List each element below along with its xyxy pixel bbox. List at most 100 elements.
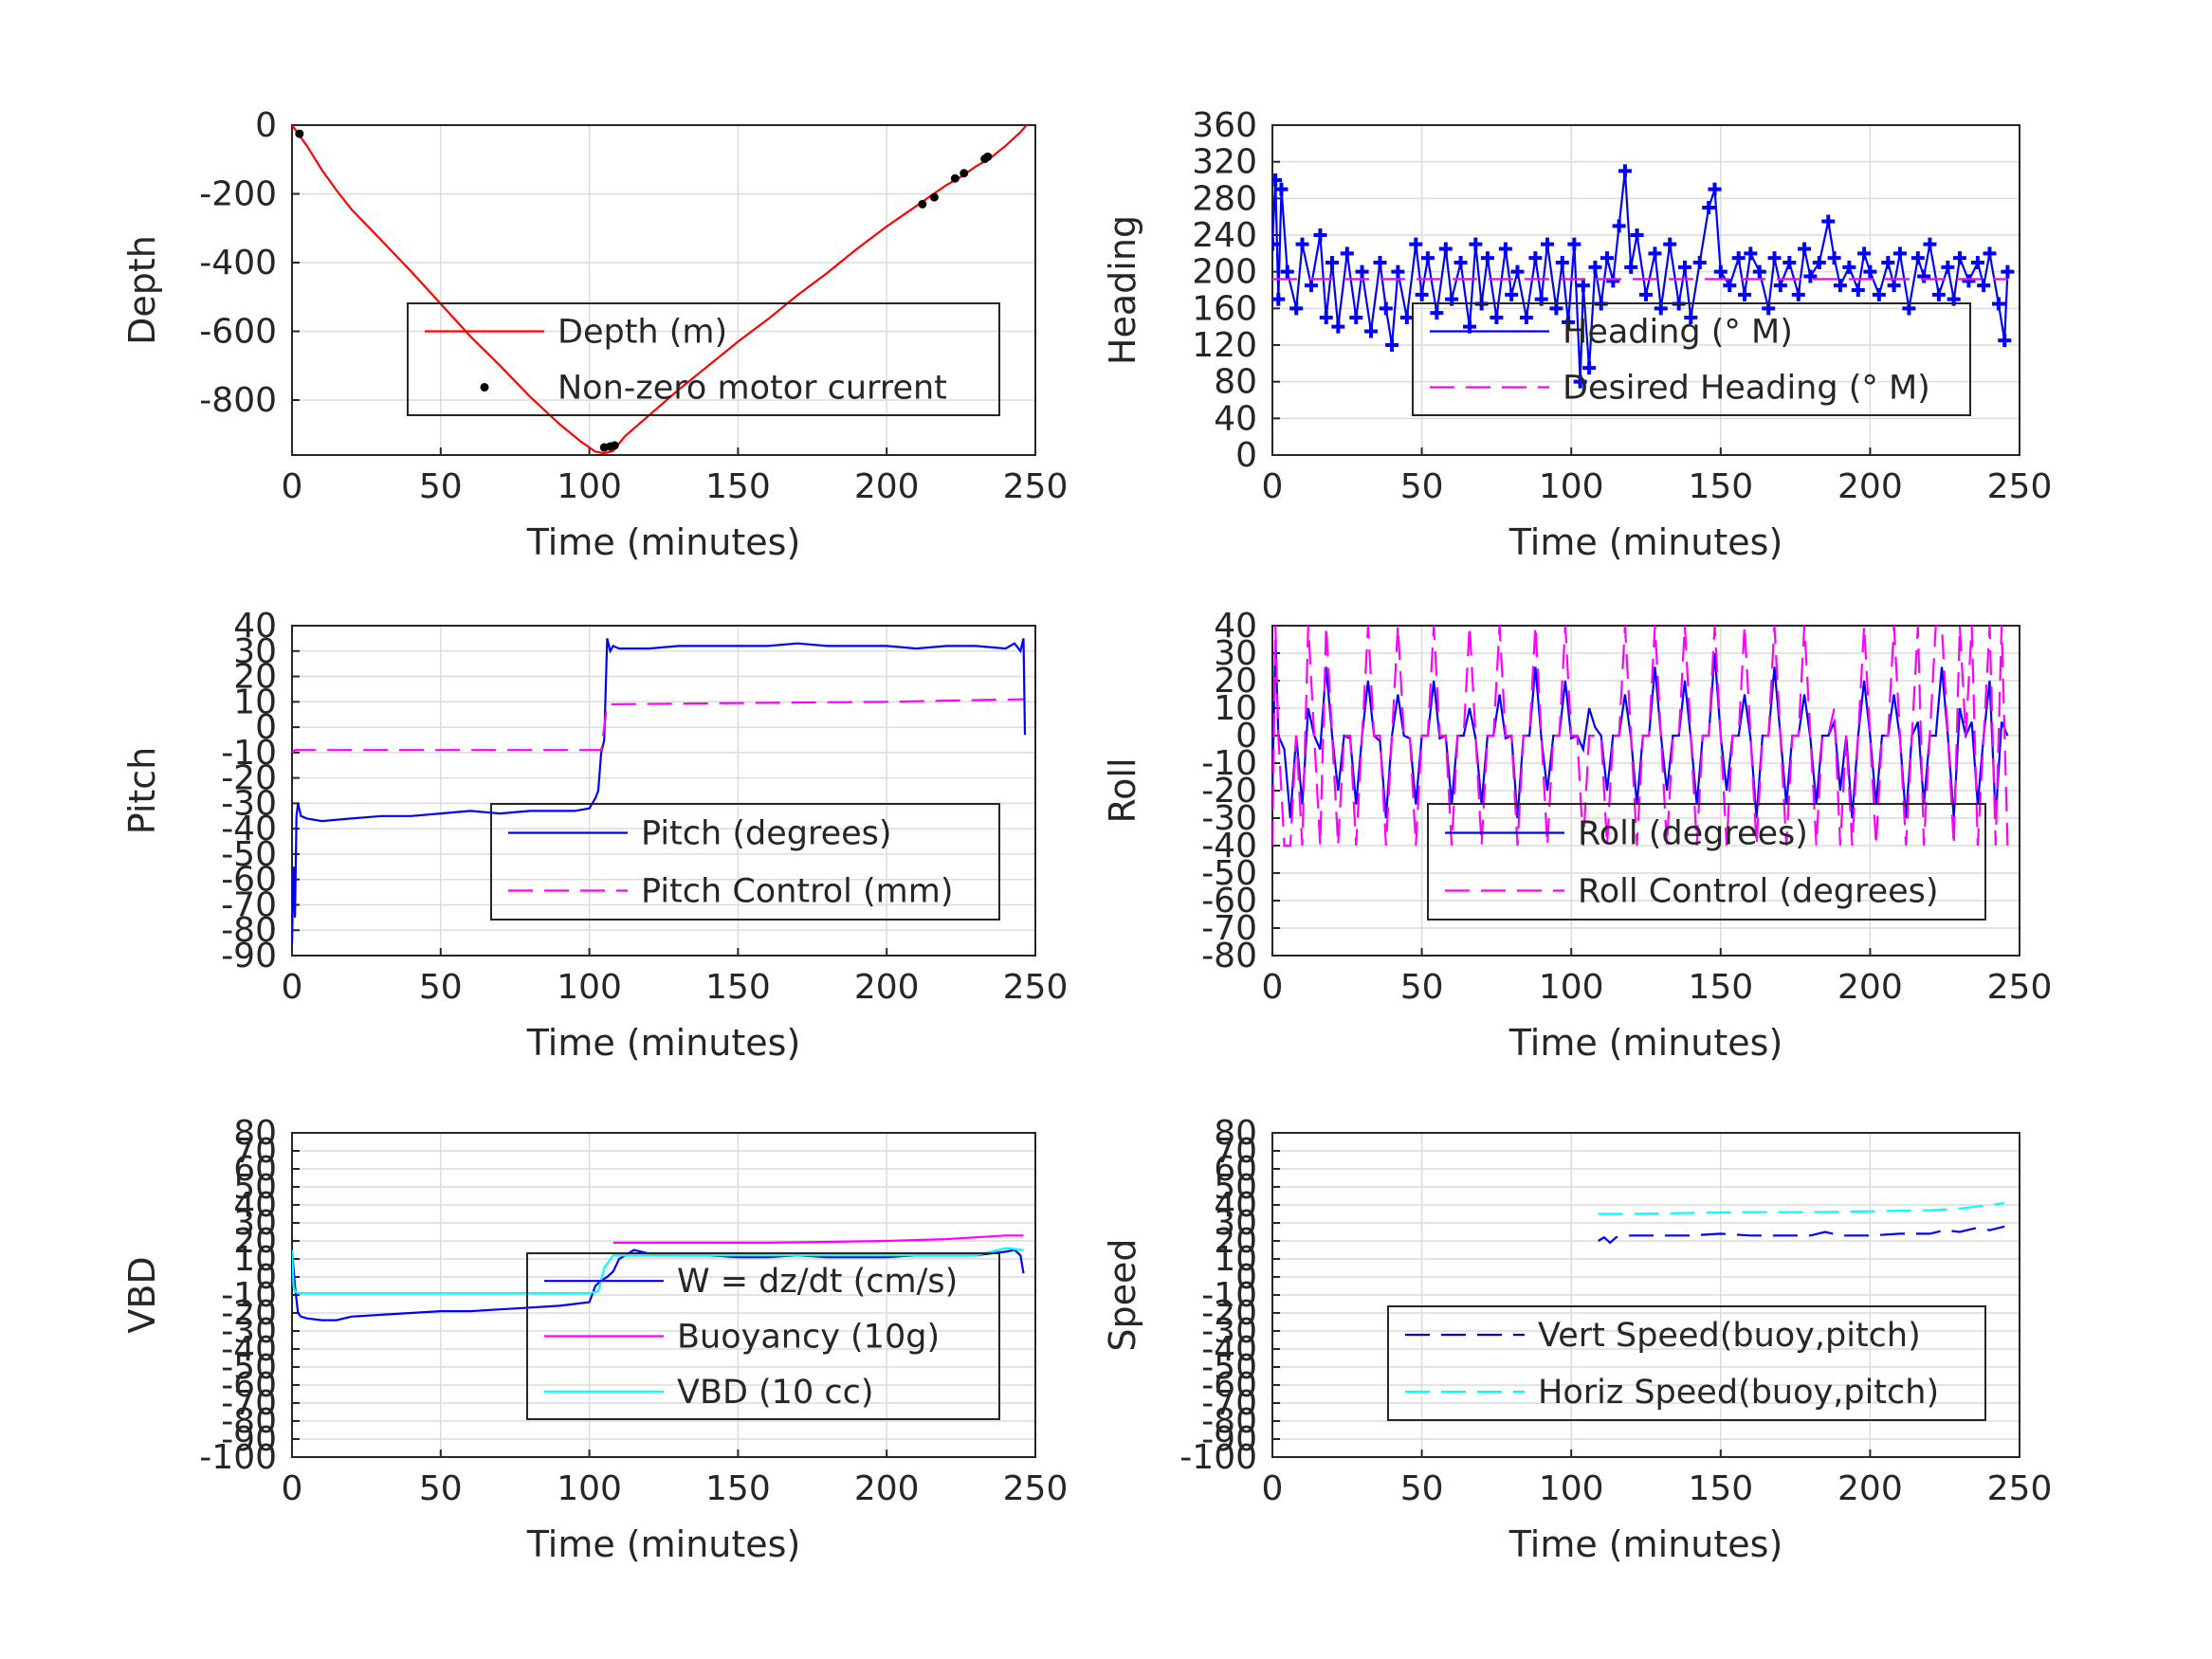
- plus-marker: [1562, 315, 1576, 329]
- plus-marker: [1648, 246, 1662, 261]
- x-tick-label: 200: [854, 467, 920, 506]
- y-tick-label: -20: [221, 1294, 277, 1333]
- plus-marker: [1702, 201, 1716, 214]
- plus-marker: [1977, 279, 1991, 293]
- legend-label: Pitch (degrees): [641, 815, 892, 853]
- y-tick-label: -30: [221, 784, 277, 823]
- x-tick-label: 0: [1262, 1469, 1284, 1508]
- plus-marker: [1280, 264, 1294, 279]
- plus-marker: [1881, 256, 1895, 269]
- legend: W = dz/dt (cm/s) Buoyancy (10g) VBD (10 cc…: [526, 1252, 1000, 1420]
- y-tick-label: -50: [221, 1348, 277, 1387]
- y-tick-label: -10: [221, 1276, 277, 1315]
- y-tick-label: 20: [1214, 662, 1257, 701]
- x-tick-label: 250: [1987, 968, 2053, 1007]
- y-tick-label: -40: [221, 1330, 277, 1369]
- x-tick-label: 150: [705, 467, 771, 506]
- y-tick-label: -60: [221, 861, 277, 900]
- plus-marker: [1505, 287, 1519, 301]
- plus-marker: [1782, 256, 1797, 269]
- plus-marker: [1606, 274, 1620, 288]
- data-point: [929, 192, 939, 202]
- plus-marker: [1821, 214, 1836, 228]
- plus-marker: [1723, 279, 1737, 293]
- y-tick-label: 40: [233, 607, 277, 646]
- plus-marker: [1991, 297, 2005, 311]
- legend-box: [490, 803, 1000, 921]
- plus-marker: [1409, 237, 1423, 251]
- x-axis-label: Time (minutes): [526, 521, 801, 563]
- y-tick-label: -600: [199, 313, 277, 352]
- x-axis-label: Time (minutes): [1508, 521, 1783, 563]
- y-tick-label: -60: [1201, 1366, 1257, 1405]
- x-tick-label: 0: [1262, 968, 1284, 1007]
- x-tick-label: 200: [1837, 1469, 1903, 1508]
- y-tick-label: -50: [221, 835, 277, 874]
- plus-marker: [1391, 264, 1405, 279]
- y-tick-label: -40: [1201, 1330, 1257, 1369]
- plus-marker: [1331, 319, 1345, 334]
- y-tick-label: 120: [1192, 326, 1257, 365]
- legend: Depth (m) Non-zero motor current: [407, 302, 1000, 416]
- x-tick-label: 0: [1262, 467, 1284, 506]
- y-tick-label: 240: [1192, 216, 1257, 255]
- legend-label: Desired Heading (° M): [1563, 370, 1930, 408]
- y-tick-label: -50: [1201, 1348, 1257, 1387]
- x-tick-label: 0: [282, 968, 303, 1007]
- plus-marker: [1892, 246, 1907, 261]
- plus-marker: [1624, 260, 1638, 274]
- y-tick-label: -90: [1201, 1420, 1257, 1459]
- y-tick-label: -10: [1201, 744, 1257, 783]
- x-tick-label: 150: [1688, 467, 1753, 506]
- plus-marker: [1983, 246, 1997, 261]
- plus-marker: [1910, 251, 1925, 265]
- y-tick-label: 10: [1214, 1240, 1257, 1279]
- series-line-2: [292, 698, 1024, 754]
- data-point: [950, 173, 960, 183]
- y-tick-label: 50: [233, 1168, 277, 1207]
- plus-marker: [1917, 269, 1931, 283]
- y-tick-label: 20: [1214, 1222, 1257, 1261]
- y-tick-label: -10: [1201, 1276, 1257, 1315]
- legend-label: Roll Control (degrees): [1578, 873, 1939, 911]
- plus-marker: [1708, 182, 1722, 196]
- y-tick-label: 10: [233, 683, 277, 721]
- plus-marker: [1373, 256, 1387, 269]
- series-group: [292, 638, 1027, 943]
- series-line-2: [1598, 1202, 2005, 1215]
- x-tick-label: 50: [1400, 1469, 1444, 1508]
- y-tick-label: -70: [221, 885, 277, 924]
- legend-box: [1387, 1305, 1986, 1421]
- y-tick-label: 40: [1214, 607, 1257, 646]
- axes-box: [1271, 124, 2020, 456]
- plus-marker: [1827, 251, 1841, 265]
- plus-marker: [1573, 374, 1587, 389]
- x-tick-label: 0: [282, 467, 303, 506]
- plus-marker: [1692, 256, 1707, 269]
- y-tick-label: -50: [1201, 854, 1257, 893]
- legend-box: [1412, 302, 1971, 416]
- legend: Vert Speed(buoy,pitch) Horiz Speed(buoy,p…: [1387, 1305, 1986, 1421]
- plus-marker: [1567, 237, 1581, 251]
- subplot-4: 0 50 100 150 200 250-80-70-60-50-40-30-20-100…: [1102, 607, 2052, 1064]
- legend-label: Buoyancy (10g): [677, 1319, 940, 1357]
- y-tick-label: 200: [1192, 253, 1257, 292]
- x-tick-label: 200: [854, 1469, 920, 1508]
- plus-marker: [1738, 287, 1752, 301]
- plus-marker: [1962, 274, 1976, 288]
- y-tick-label: 0: [1235, 717, 1257, 756]
- plus-marker: [1272, 173, 1283, 187]
- subplot-1: 0 50 100 150 200 250 -800 -600 -400 -200 0 Time (mi…: [121, 106, 1068, 563]
- y-tick-label: -90: [221, 1420, 277, 1459]
- legend-box: [526, 1252, 1000, 1420]
- x-tick-label: 200: [854, 968, 920, 1007]
- y-tick-label: -20: [1201, 1294, 1257, 1333]
- x-axis-label: Time (minutes): [1508, 1022, 1783, 1064]
- plus-marker: [1773, 279, 1787, 293]
- plus-marker: [1970, 256, 1984, 269]
- x-tick-label: 100: [557, 1469, 622, 1508]
- y-tick-label: 0: [255, 708, 277, 747]
- plus-marker: [1469, 237, 1483, 251]
- plus-marker: [1313, 228, 1327, 242]
